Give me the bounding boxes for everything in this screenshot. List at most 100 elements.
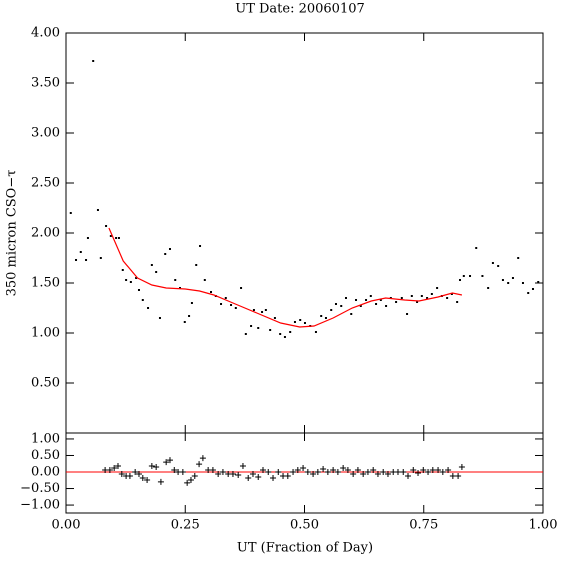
residual-point [374, 470, 381, 477]
data-point [199, 245, 202, 247]
x-tick-label: 0.00 [52, 518, 81, 533]
residual-point [425, 469, 432, 476]
data-point [385, 305, 388, 307]
data-point [507, 282, 510, 284]
data-point [234, 307, 237, 309]
data-point [289, 331, 292, 333]
residual-point [229, 470, 236, 477]
data-point [188, 315, 191, 317]
data-point [537, 281, 540, 283]
residual-point [384, 470, 391, 477]
residual-point [148, 463, 155, 470]
y-tick-label: 1.50 [31, 276, 60, 291]
residual-point [139, 474, 146, 481]
residual-point [196, 461, 203, 468]
data-point [324, 317, 327, 319]
data-point [491, 262, 494, 264]
data-point [158, 317, 161, 319]
data-point [155, 271, 158, 273]
data-point [164, 253, 167, 255]
data-point [179, 287, 182, 289]
residual-point [314, 469, 321, 476]
data-point [497, 265, 500, 267]
fit-line [108, 227, 463, 328]
data-point [220, 303, 223, 305]
data-point [344, 297, 347, 299]
residual-frame [65, 432, 544, 514]
data-point [195, 264, 198, 266]
data-point [350, 313, 353, 315]
residual-point [340, 465, 347, 472]
data-point [109, 235, 112, 237]
data-point [320, 315, 323, 317]
data-point [252, 309, 255, 311]
data-point [135, 277, 138, 279]
residual-point [219, 469, 226, 476]
residual-point [270, 474, 277, 481]
residual-point [410, 467, 417, 474]
data-point [121, 269, 124, 271]
data-point [147, 307, 150, 309]
main-frame [65, 32, 544, 434]
data-point [340, 305, 343, 307]
residual-point [420, 467, 427, 474]
y-tick-label: 0.50 [31, 448, 60, 463]
x-tick-label: 1.00 [529, 518, 558, 533]
data-point [531, 288, 534, 290]
data-point [168, 248, 171, 250]
residual-point [300, 465, 307, 472]
residual-point [199, 455, 206, 462]
data-point [210, 291, 213, 293]
y-tick-label: 1.00 [31, 326, 60, 341]
data-point [400, 297, 403, 299]
data-point [430, 293, 433, 295]
residual-point [439, 469, 446, 476]
residual-point [265, 469, 272, 476]
data-point [303, 322, 306, 324]
data-point [416, 301, 419, 303]
residual-point [364, 469, 371, 476]
data-point [261, 311, 264, 313]
y-tick-label: −0.50 [20, 481, 60, 496]
data-point [355, 299, 358, 301]
data-point [269, 329, 272, 331]
data-point [334, 303, 337, 305]
x-axis-label: UT (Fraction of Day) [237, 541, 373, 556]
residual-point [370, 467, 377, 474]
data-point [314, 331, 317, 333]
chart-title: UT Date: 20060107 [235, 2, 365, 17]
residual-point [163, 459, 170, 466]
data-point [359, 305, 362, 307]
x-tick-label: 0.75 [409, 518, 438, 533]
x-tick-label: 0.25 [171, 518, 200, 533]
residual-point [135, 470, 142, 477]
data-point [203, 279, 206, 281]
data-point [137, 289, 140, 291]
data-point [125, 279, 128, 281]
data-point [69, 212, 72, 214]
data-point [481, 275, 484, 277]
data-point [446, 297, 449, 299]
data-point [365, 299, 368, 301]
residual-point [111, 465, 118, 472]
data-point [517, 257, 520, 259]
data-point [224, 297, 227, 299]
data-point [521, 282, 524, 284]
y-tick-label: 2.00 [31, 226, 60, 241]
residual-point [380, 469, 387, 476]
y-axis-label: 350 micron CSO−τ [5, 170, 20, 297]
residual-point [350, 470, 357, 477]
residual-point [445, 467, 452, 474]
data-point [527, 292, 530, 294]
data-point [244, 333, 247, 335]
data-point [240, 287, 243, 289]
residual-point [429, 467, 436, 474]
residual-point [334, 469, 341, 476]
data-point [406, 313, 409, 315]
data-point [450, 293, 453, 295]
y-tick-label: 0.50 [31, 376, 60, 391]
data-point [379, 299, 382, 301]
residual-point [455, 472, 462, 479]
data-point [117, 237, 120, 239]
data-point [174, 279, 177, 281]
